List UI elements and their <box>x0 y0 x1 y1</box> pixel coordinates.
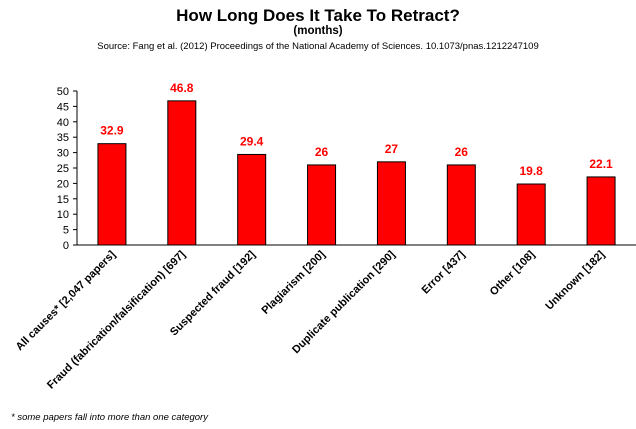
y-tick-label: 0 <box>63 240 69 252</box>
plot-area <box>76 91 636 246</box>
data-label: 46.8 <box>170 81 194 95</box>
bar <box>307 164 337 246</box>
chart-title: How Long Does It Take To Retract? <box>176 6 460 25</box>
data-labels: 32.9 46.8 29.4 26 27 26 19.8 22.1 <box>100 81 613 178</box>
data-label: 26 <box>455 145 469 159</box>
bars <box>97 100 616 246</box>
x-tick-label: Other [108] <box>488 248 538 298</box>
data-label: 32.9 <box>100 124 124 138</box>
y-tick-label: 50 <box>57 86 69 98</box>
y-tick-label: 20 <box>57 178 69 190</box>
footnote: * some papers fall into more than one ca… <box>11 412 208 423</box>
bar <box>97 143 127 246</box>
x-axis: All causes* [2,047 papers]Fraud (fabrica… <box>14 248 608 391</box>
data-label: 19.8 <box>520 164 544 178</box>
y-tick-label: 5 <box>63 225 69 237</box>
bar <box>446 164 476 246</box>
data-label: 29.4 <box>240 134 264 148</box>
y-tick-label: 15 <box>57 194 69 206</box>
bar <box>376 161 406 246</box>
x-tick-label: Error [437] <box>420 248 468 296</box>
x-tick-label: Fraud (fabrication/falsification) [697] <box>45 248 188 391</box>
y-tick-label: 40 <box>57 117 69 129</box>
data-label: 22.1 <box>589 157 613 171</box>
data-label: 27 <box>385 142 399 156</box>
chart-source: Source: Fang et al. (2012) Proceedings o… <box>97 41 539 52</box>
bar <box>237 153 267 246</box>
bar <box>167 100 197 246</box>
x-tick-label: Unknown [182] <box>543 248 607 312</box>
x-tick-label: Plagiarism [200] <box>260 248 328 316</box>
bar <box>516 183 546 246</box>
data-label: 26 <box>315 145 329 159</box>
y-tick-label: 45 <box>57 101 69 113</box>
bar <box>586 176 616 246</box>
y-tick-label: 10 <box>57 209 69 221</box>
y-tick-label: 25 <box>57 163 69 175</box>
y-tick-label: 30 <box>57 148 69 160</box>
y-axis: 0 5 10 15 20 25 30 35 40 45 50 <box>57 86 77 252</box>
y-tick-label: 35 <box>57 132 69 144</box>
chart-subtitle: (months) <box>293 25 343 37</box>
